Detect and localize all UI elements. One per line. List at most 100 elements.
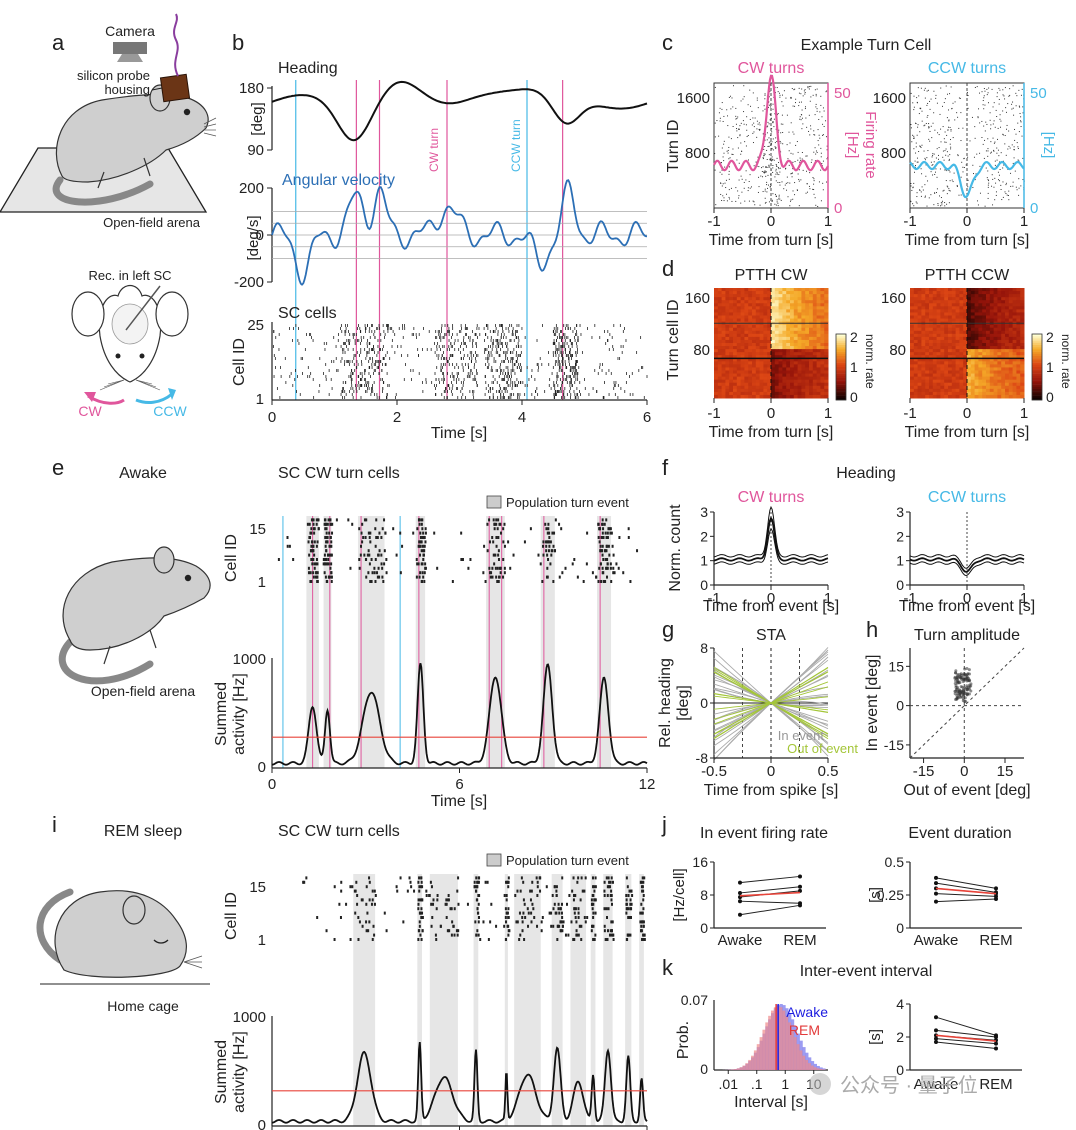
spike-tick <box>503 544 506 548</box>
heatmap-cell <box>748 288 753 292</box>
heatmap-cell <box>1016 349 1021 353</box>
heatmap-cell <box>997 330 1002 335</box>
heatmap-cell <box>944 300 949 304</box>
spike-dot <box>914 165 916 167</box>
heatmap-cell <box>809 370 814 375</box>
heatmap-cell <box>932 318 938 323</box>
heatmap-cell <box>940 315 945 320</box>
heatmap-cell <box>1008 343 1014 347</box>
heatmap-cell <box>910 291 915 295</box>
heatmap-cell <box>932 333 938 338</box>
spike-dot <box>996 147 998 149</box>
spike-dot <box>806 191 808 193</box>
heatmap-cell <box>755 367 761 371</box>
camera-label: Camera <box>105 23 155 39</box>
spike-dot <box>790 199 792 201</box>
heatmap-cell <box>763 315 768 320</box>
heatmap-cell <box>755 318 761 323</box>
heatmap-cell <box>733 385 738 390</box>
heatmap-cell <box>989 309 995 313</box>
heatmap-cell <box>748 349 753 353</box>
heatmap-cell <box>913 370 919 375</box>
heatmap-cell <box>759 349 764 353</box>
heatmap-cell <box>917 373 922 378</box>
spike-dot <box>1008 130 1010 132</box>
spike-dot <box>937 203 939 205</box>
heatmap-cell <box>717 373 723 378</box>
heatmap-cell <box>820 355 825 359</box>
spike-dot <box>766 149 768 151</box>
spike-dot <box>1002 110 1004 112</box>
heatmap-cell <box>940 373 945 378</box>
heatmap-cell <box>717 330 723 335</box>
spike-dot <box>758 166 760 168</box>
heatmap-cell <box>944 309 949 313</box>
spike-tick <box>385 558 388 561</box>
heatmap-cell <box>782 339 787 344</box>
heatmap-cell <box>744 355 749 359</box>
spike-tick <box>601 566 604 570</box>
heatmap-cell <box>790 309 795 313</box>
heatmap-cell <box>778 339 783 344</box>
heatmap-cell <box>986 291 991 295</box>
heatmap-cell <box>774 355 780 359</box>
heatmap-cell <box>790 300 795 304</box>
spike-tick <box>606 562 609 566</box>
spike-dot <box>743 85 745 87</box>
spike-dot <box>939 195 941 197</box>
spike-tick <box>385 571 388 575</box>
heatmap-cell <box>989 367 995 371</box>
spike-dot <box>750 105 752 107</box>
colorbar-step <box>1032 369 1042 372</box>
spike-tick <box>323 571 326 575</box>
heatmap-cell <box>932 382 938 387</box>
heatmap-cell <box>929 373 934 378</box>
spike-tick <box>423 580 426 583</box>
spike-dot <box>988 87 990 89</box>
heatmap-cell <box>805 339 810 344</box>
heatmap-cell <box>940 324 945 329</box>
heatmap-cell <box>801 315 806 320</box>
rate-tick-label: 50 <box>1030 85 1047 102</box>
spike-dot <box>986 177 988 179</box>
heatmap-cell <box>970 291 976 295</box>
heatmap-cell <box>944 330 949 335</box>
spike-dot <box>804 108 806 110</box>
spike-dot <box>768 137 770 139</box>
heatmap-cell <box>801 373 806 378</box>
panel-letter-b: b <box>232 30 244 55</box>
spike-dot <box>910 127 912 129</box>
spike-dot <box>719 171 721 173</box>
heatmap-cell <box>951 361 957 365</box>
heatmap-cell <box>763 355 768 359</box>
heatmap-cell <box>782 303 787 307</box>
spike-dot <box>1015 92 1017 94</box>
colorbar-step <box>836 364 846 368</box>
heatmap-cell <box>736 349 742 353</box>
spike-dot <box>818 118 820 120</box>
spike-dot <box>941 202 943 204</box>
spike-dot <box>930 161 932 163</box>
spike-dot <box>959 97 961 99</box>
spike-dot <box>743 111 745 113</box>
heatmap-cell <box>725 343 730 347</box>
heatmap-cell <box>936 327 941 332</box>
heatmap-cell <box>805 327 810 332</box>
spike-dot <box>1012 162 1014 164</box>
heatmap-cell <box>820 306 825 310</box>
heatmap-cell <box>801 318 806 323</box>
spike-tick <box>601 553 604 557</box>
heatmap-cell <box>978 382 983 387</box>
spike-dot <box>766 126 768 128</box>
heatmap-cell <box>982 358 987 362</box>
heatmap-cell <box>955 361 960 365</box>
heatmap-cell <box>721 336 726 341</box>
heatmap-cell <box>793 361 799 365</box>
spike-dot <box>782 123 784 125</box>
time-tick-label: -1 <box>707 213 720 230</box>
heatmap-cell <box>963 318 968 323</box>
heatmap-cell <box>714 346 719 350</box>
spike-dot <box>782 105 784 107</box>
